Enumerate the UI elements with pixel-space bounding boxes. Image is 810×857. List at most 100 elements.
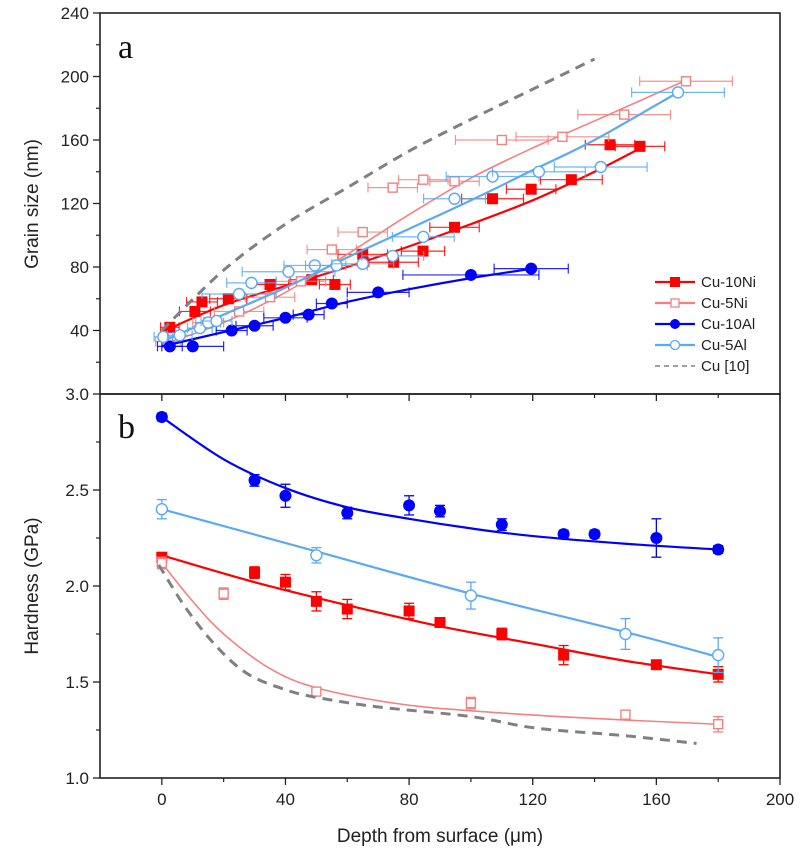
- marker-square-open: [418, 174, 429, 185]
- data-point: [279, 483, 292, 508]
- series-cu-10ni: [159, 139, 666, 334]
- panel-a-grain-size: 40 80 120 160 200 240: [61, 4, 781, 401]
- marker-circle: [225, 324, 238, 337]
- legend-entry-cu-5ni: Cu-5Ni: [655, 295, 748, 312]
- marker-circle-open: [386, 249, 399, 263]
- marker-square-open: [619, 109, 630, 120]
- data-point: [215, 324, 248, 337]
- marker-circle: [403, 499, 416, 512]
- fit-line-cu-5ni: [161, 78, 688, 346]
- series-cu-10: [160, 57, 596, 332]
- marker-square: [264, 278, 276, 290]
- fit-line-cu-10al: [161, 416, 719, 551]
- marker-square: [558, 649, 570, 661]
- marker-circle-open: [210, 314, 223, 328]
- fit-line-cu-5ni: [161, 562, 719, 726]
- data-point: [195, 316, 222, 329]
- data-point: [391, 230, 455, 244]
- legend-label: Cu [10]: [701, 358, 749, 375]
- x-tick-label: 160: [642, 790, 670, 809]
- marker-circle: [712, 543, 725, 556]
- legend-entry-cu-10: Cu [10]: [655, 358, 749, 375]
- data-point: [539, 174, 603, 186]
- marker-square: [279, 576, 291, 588]
- marker-square-open: [465, 697, 477, 709]
- data-point: [402, 268, 540, 281]
- marker-square-open: [311, 686, 322, 697]
- panel-label-a: a: [118, 29, 133, 66]
- legend-label: Cu-5Ni: [701, 295, 748, 312]
- data-point: [311, 686, 322, 697]
- panel-label-b: b: [118, 409, 135, 446]
- data-point: [248, 473, 261, 487]
- marker-circle-open: [310, 549, 323, 562]
- series-cu-10: [157, 564, 697, 745]
- marker-circle-open: [594, 160, 607, 174]
- data-point: [712, 715, 724, 733]
- legend-label: Cu-10Al: [701, 316, 755, 333]
- data-point: [310, 591, 322, 612]
- data-point: [166, 329, 193, 342]
- marker-square: [496, 628, 508, 640]
- data-point: [711, 637, 725, 674]
- marker-circle-open: [464, 589, 478, 602]
- data-point: [310, 546, 323, 564]
- x-tick-label: 0: [157, 790, 166, 809]
- marker-square: [417, 245, 429, 257]
- marker-square: [565, 174, 577, 186]
- data-point: [341, 506, 354, 520]
- y-tick-label: 120: [61, 195, 89, 214]
- marker-square: [403, 605, 415, 617]
- data-point: [558, 644, 570, 666]
- fit-line-cu-5al: [161, 508, 719, 659]
- marker-square: [189, 305, 201, 317]
- y-tick-label: 200: [61, 68, 89, 87]
- y-tick-label: 1.0: [65, 769, 89, 788]
- marker-square: [357, 248, 369, 260]
- data-point: [588, 528, 601, 541]
- marker-square: [650, 659, 662, 671]
- marker-circle: [495, 518, 508, 531]
- data-point: [292, 308, 325, 321]
- data-point: [218, 587, 229, 601]
- plot-area-b: [155, 411, 725, 745]
- marker-square: [222, 293, 234, 305]
- legend-marker: [670, 319, 680, 329]
- marker-circle-open: [282, 265, 295, 278]
- marker-square-open: [387, 182, 398, 193]
- marker-circle: [279, 311, 292, 324]
- data-point: [403, 602, 415, 620]
- marker-circle-open: [330, 259, 343, 272]
- data-point: [631, 86, 725, 99]
- marker-circle-open: [173, 329, 186, 342]
- series-cu-5al: [153, 86, 725, 344]
- data-point: [496, 627, 508, 641]
- series-cu-5ni: [156, 556, 724, 733]
- marker-square: [634, 140, 646, 152]
- data-point: [279, 573, 291, 591]
- marker-circle-open: [671, 86, 685, 99]
- legend-marker: [670, 298, 680, 308]
- series-cu-5al: [155, 498, 725, 674]
- data-point: [639, 76, 734, 87]
- marker-circle-open: [711, 648, 725, 662]
- marker-circle-open: [232, 287, 246, 301]
- marker-square: [604, 139, 616, 151]
- marker-square: [196, 296, 208, 308]
- data-point: [650, 518, 663, 558]
- marker-square-open: [620, 709, 631, 720]
- data-point: [493, 262, 569, 275]
- marker-square: [249, 567, 261, 579]
- legend-entry-cu-10al: Cu-10Al: [655, 316, 755, 333]
- marker-circle: [279, 489, 292, 502]
- x-tick-label: 200: [766, 790, 794, 809]
- marker-square: [329, 278, 341, 290]
- data-point: [341, 598, 353, 620]
- x-tick-label: 40: [276, 790, 295, 809]
- data-point: [515, 131, 610, 143]
- marker-square-open: [680, 76, 692, 87]
- marker-circle-open: [157, 330, 170, 344]
- data-point: [346, 286, 410, 299]
- marker-square: [341, 603, 353, 615]
- marker-square: [310, 595, 322, 607]
